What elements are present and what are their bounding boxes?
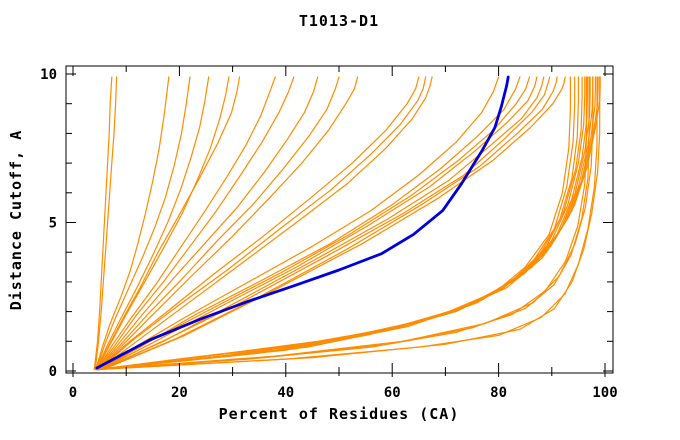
- axis-ticks-group: [66, 66, 613, 377]
- y-tick-label: 5: [49, 216, 57, 232]
- model-curve: [96, 76, 276, 371]
- model-curve: [93, 76, 113, 371]
- model-curve: [96, 76, 598, 371]
- model-curve: [96, 76, 588, 371]
- model-curve: [98, 76, 521, 371]
- model-curve: [97, 76, 591, 371]
- tick-labels-group: 0 20 40 60 80 100 0 5 10: [40, 67, 618, 401]
- y-tick-label: 0: [49, 364, 57, 380]
- model-curve: [98, 76, 500, 371]
- model-curve: [95, 76, 170, 371]
- model-curve: [98, 76, 433, 371]
- model-curve: [102, 76, 558, 371]
- x-tick-label: 20: [171, 385, 188, 401]
- highlighted-model-curve: [95, 75, 510, 370]
- model-curve: [95, 76, 191, 371]
- chart-title: T1013-D1: [299, 12, 379, 30]
- model-curve: [102, 76, 566, 371]
- model-curve: [96, 76, 576, 371]
- model-curve: [101, 76, 551, 371]
- model-curve: [95, 76, 210, 371]
- model-curve: [96, 76, 230, 371]
- x-tick-label: 40: [277, 385, 294, 401]
- model-curve: [96, 76, 580, 371]
- model-curve: [97, 76, 420, 371]
- y-tick-label: 10: [40, 67, 57, 83]
- model-curve: [100, 76, 531, 371]
- y-axis-title: Distance Cutoff, A: [7, 130, 25, 311]
- x-tick-label: 0: [69, 385, 77, 401]
- model-curve: [94, 76, 118, 371]
- model-curve: [97, 76, 601, 371]
- model-curve: [96, 76, 295, 371]
- x-axis-title: Percent of Residues (CA): [219, 405, 460, 423]
- model-curve: [96, 76, 241, 371]
- model-curve: [97, 76, 359, 371]
- model-curve: [96, 76, 594, 371]
- model-curve: [97, 76, 319, 371]
- model-curve: [98, 76, 427, 371]
- x-tick-label: 80: [490, 385, 507, 401]
- x-tick-label: 60: [384, 385, 401, 401]
- model-curve: [97, 76, 340, 371]
- model-curves-group: [93, 75, 601, 371]
- x-tick-label: 100: [592, 385, 617, 401]
